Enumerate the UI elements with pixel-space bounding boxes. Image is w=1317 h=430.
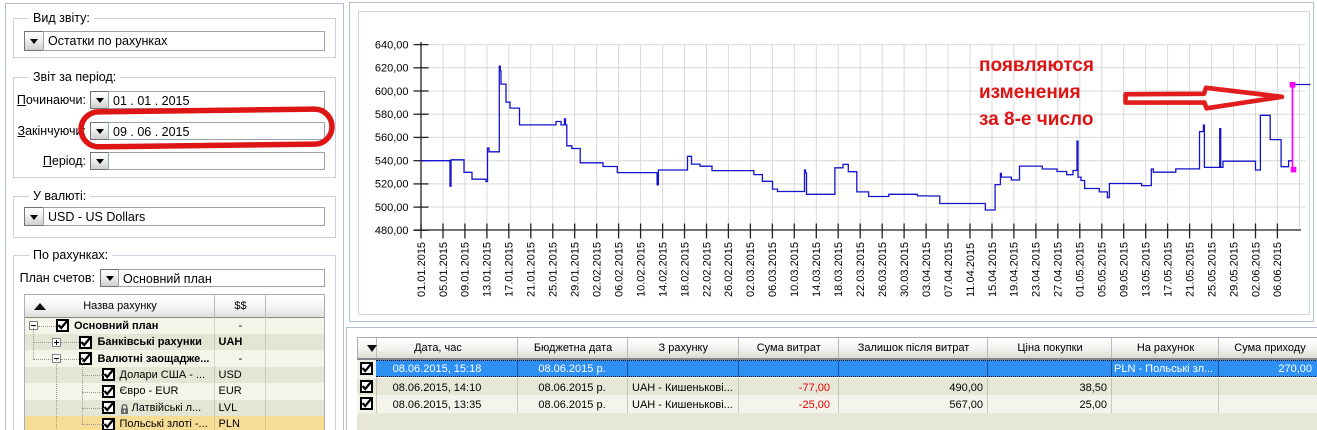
svg-text:10.03.2015: 10.03.2015: [789, 242, 801, 297]
svg-text:25.01.2015: 25.01.2015: [548, 242, 560, 297]
svg-text:09.01.2015: 09.01.2015: [460, 242, 472, 297]
svg-text:05.01.2015: 05.01.2015: [438, 242, 450, 297]
svg-text:11.04.2015: 11.04.2015: [965, 243, 977, 297]
svg-text:06.02.2015: 06.02.2015: [613, 242, 625, 297]
svg-text:06.06.2015: 06.06.2015: [1272, 242, 1284, 297]
svg-text:02.06.2015: 02.06.2015: [1250, 242, 1262, 297]
svg-text:02.02.2015: 02.02.2015: [592, 242, 604, 297]
svg-text:25.05.2015: 25.05.2015: [1206, 242, 1218, 297]
svg-text:18.02.2015: 18.02.2015: [679, 242, 691, 297]
svg-text:17.01.2015: 17.01.2015: [504, 242, 516, 297]
svg-text:18.03.2015: 18.03.2015: [833, 242, 845, 297]
svg-text:22.02.2015: 22.02.2015: [701, 242, 713, 297]
svg-text:03.04.2015: 03.04.2015: [921, 242, 933, 297]
svg-text:02.03.2015: 02.03.2015: [745, 242, 757, 297]
svg-text:600,00: 600,00: [375, 86, 409, 98]
svg-text:640,00: 640,00: [375, 39, 409, 51]
svg-text:19.04.2015: 19.04.2015: [1009, 242, 1021, 297]
svg-text:30.03.2015: 30.03.2015: [899, 242, 911, 297]
svg-text:01.05.2015: 01.05.2015: [1075, 242, 1087, 297]
svg-text:15.04.2015: 15.04.2015: [987, 242, 999, 297]
svg-text:21.01.2015: 21.01.2015: [526, 242, 538, 297]
svg-text:22.03.2015: 22.03.2015: [855, 242, 867, 297]
svg-text:17.05.2015: 17.05.2015: [1162, 242, 1174, 297]
svg-text:620,00: 620,00: [375, 63, 409, 75]
svg-text:29.05.2015: 29.05.2015: [1228, 242, 1240, 297]
svg-text:580,00: 580,00: [375, 109, 409, 121]
svg-text:13.01.2015: 13.01.2015: [482, 242, 494, 297]
svg-text:06.03.2015: 06.03.2015: [767, 242, 779, 297]
svg-text:13.05.2015: 13.05.2015: [1141, 242, 1153, 297]
svg-text:560,00: 560,00: [375, 132, 409, 144]
svg-text:540,00: 540,00: [375, 156, 409, 168]
svg-text:01.01.2015: 01.01.2015: [416, 242, 428, 297]
svg-text:27.04.2015: 27.04.2015: [1053, 242, 1065, 297]
svg-text:09.05.2015: 09.05.2015: [1119, 242, 1131, 297]
svg-text:500,00: 500,00: [375, 202, 409, 214]
svg-text:26.03.2015: 26.03.2015: [877, 242, 889, 297]
svg-text:480,00: 480,00: [375, 225, 409, 237]
svg-text:520,00: 520,00: [375, 179, 409, 191]
svg-text:05.05.2015: 05.05.2015: [1097, 242, 1109, 297]
svg-text:14.02.2015: 14.02.2015: [657, 242, 669, 297]
svg-text:29.01.2015: 29.01.2015: [570, 242, 582, 297]
svg-text:21.05.2015: 21.05.2015: [1184, 242, 1196, 297]
svg-text:14.03.2015: 14.03.2015: [811, 242, 823, 297]
svg-text:10.02.2015: 10.02.2015: [635, 242, 647, 297]
svg-text:23.04.2015: 23.04.2015: [1031, 242, 1043, 297]
svg-text:26.02.2015: 26.02.2015: [723, 242, 735, 297]
svg-text:07.04.2015: 07.04.2015: [943, 242, 955, 297]
